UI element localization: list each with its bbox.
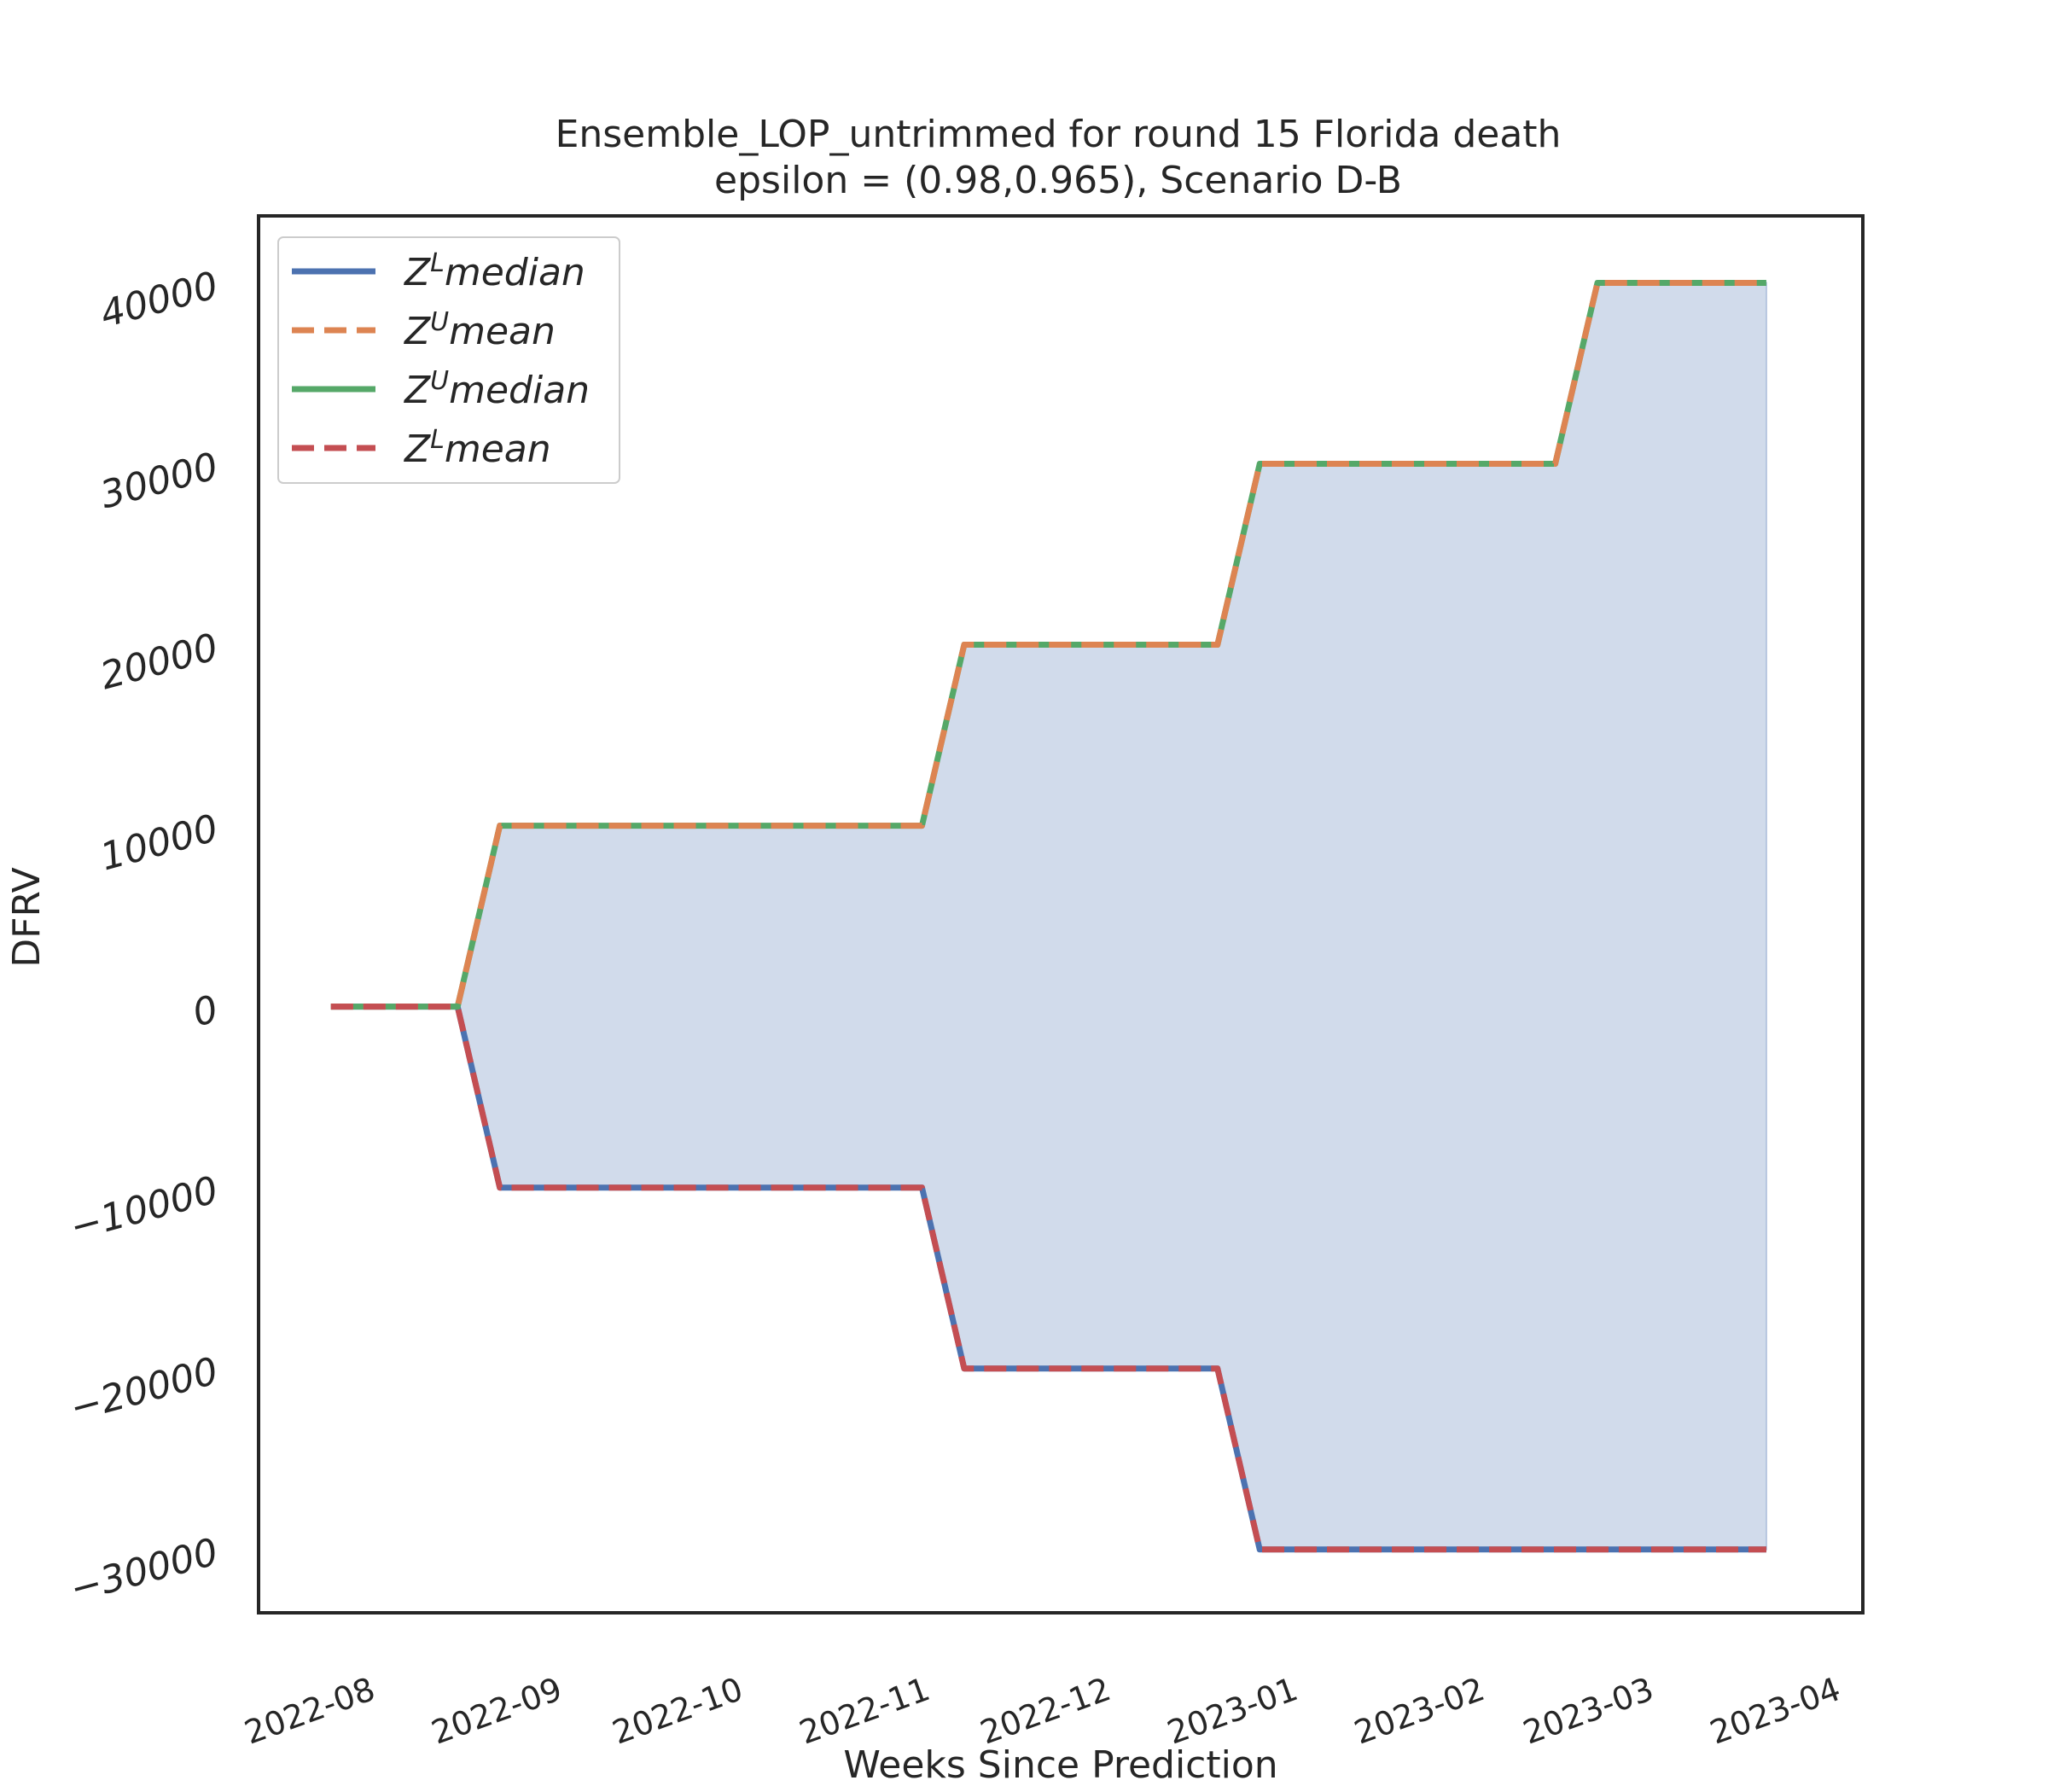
x-tick-label: 2023-01: [1162, 1670, 1302, 1752]
plot-frame: [257, 214, 1865, 1615]
y-tick-label: 40000: [96, 264, 222, 336]
x-tick-label: 2023-02: [1349, 1670, 1489, 1752]
legend: ZLmedian ZUmean ZUmedian ZLmean: [277, 236, 620, 484]
legend-label: ZUmean: [404, 307, 556, 353]
x-axis-ticks: 2022-08 2022-09 2022-10 2022-11 2022-12 2023-…: [240, 1670, 1846, 1752]
series-line-z-l-mean: [330, 1004, 1766, 1553]
y-tick-label: −20000: [66, 1349, 223, 1430]
y-tick-label: 10000: [96, 806, 222, 879]
x-tick-label: 2023-03: [1518, 1670, 1658, 1752]
legend-label: ZLmean: [404, 425, 551, 471]
y-tick-label: −30000: [66, 1530, 223, 1611]
y-tick-label: 20000: [96, 625, 222, 698]
y-axis-ticks: −30000 −20000 −10000 0 10000 20000 30000 40000: [66, 264, 223, 1611]
x-tick-label: 2022-11: [794, 1670, 934, 1752]
legend-label: ZLmedian: [404, 248, 585, 294]
x-axis-label: Weeks Since Prediction: [843, 1743, 1277, 1787]
x-tick-label: 2022-09: [427, 1670, 567, 1752]
x-tick-label: 2023-04: [1705, 1670, 1845, 1752]
series-line-z-u-mean: [330, 279, 1766, 1010]
y-tick-label: 0: [189, 987, 223, 1036]
plot-area: [330, 279, 1767, 1553]
legend-box: [277, 236, 620, 484]
y-axis-label: DFRV: [5, 867, 49, 967]
chart-subtitle: epsilon = (0.98,0.965), Scenario D-B: [714, 159, 1402, 202]
y-tick-label: −10000: [66, 1168, 223, 1249]
x-tick-label: 2022-10: [608, 1670, 748, 1752]
x-tick-label: 2022-08: [240, 1670, 380, 1752]
chart-title: Ensemble_LOP_untrimmed for round 15 Flor…: [556, 113, 1562, 156]
legend-label: ZUmedian: [404, 366, 590, 412]
x-tick-label: 2022-12: [975, 1670, 1115, 1752]
y-tick-label: 30000: [96, 445, 222, 517]
